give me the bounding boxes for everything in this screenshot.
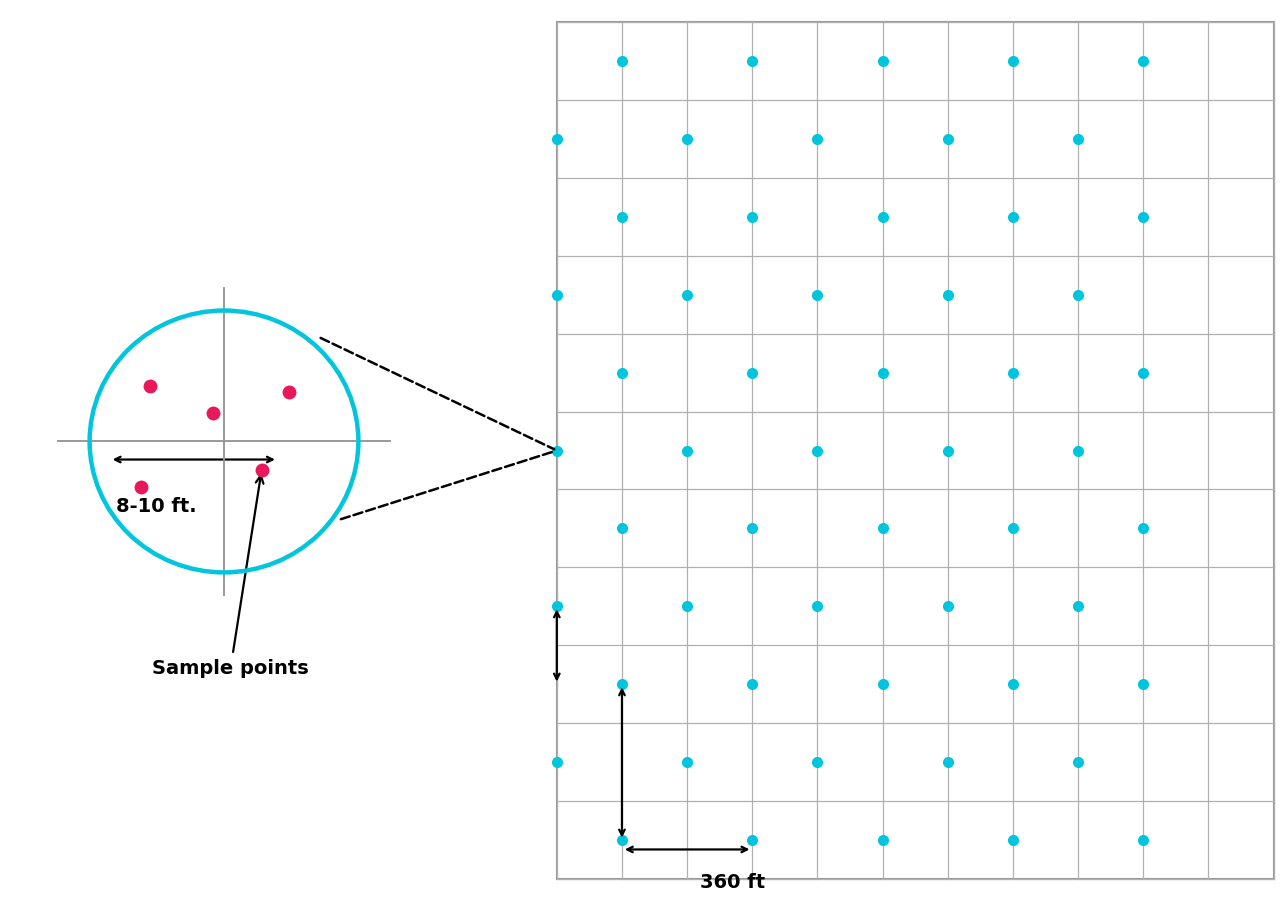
Text: 8-10 ft.: 8-10 ft. bbox=[116, 496, 197, 515]
Bar bbox=[557, 23, 1274, 879]
Text: Sample points: Sample points bbox=[152, 476, 308, 676]
Text: 360 ft: 360 ft bbox=[700, 872, 765, 891]
